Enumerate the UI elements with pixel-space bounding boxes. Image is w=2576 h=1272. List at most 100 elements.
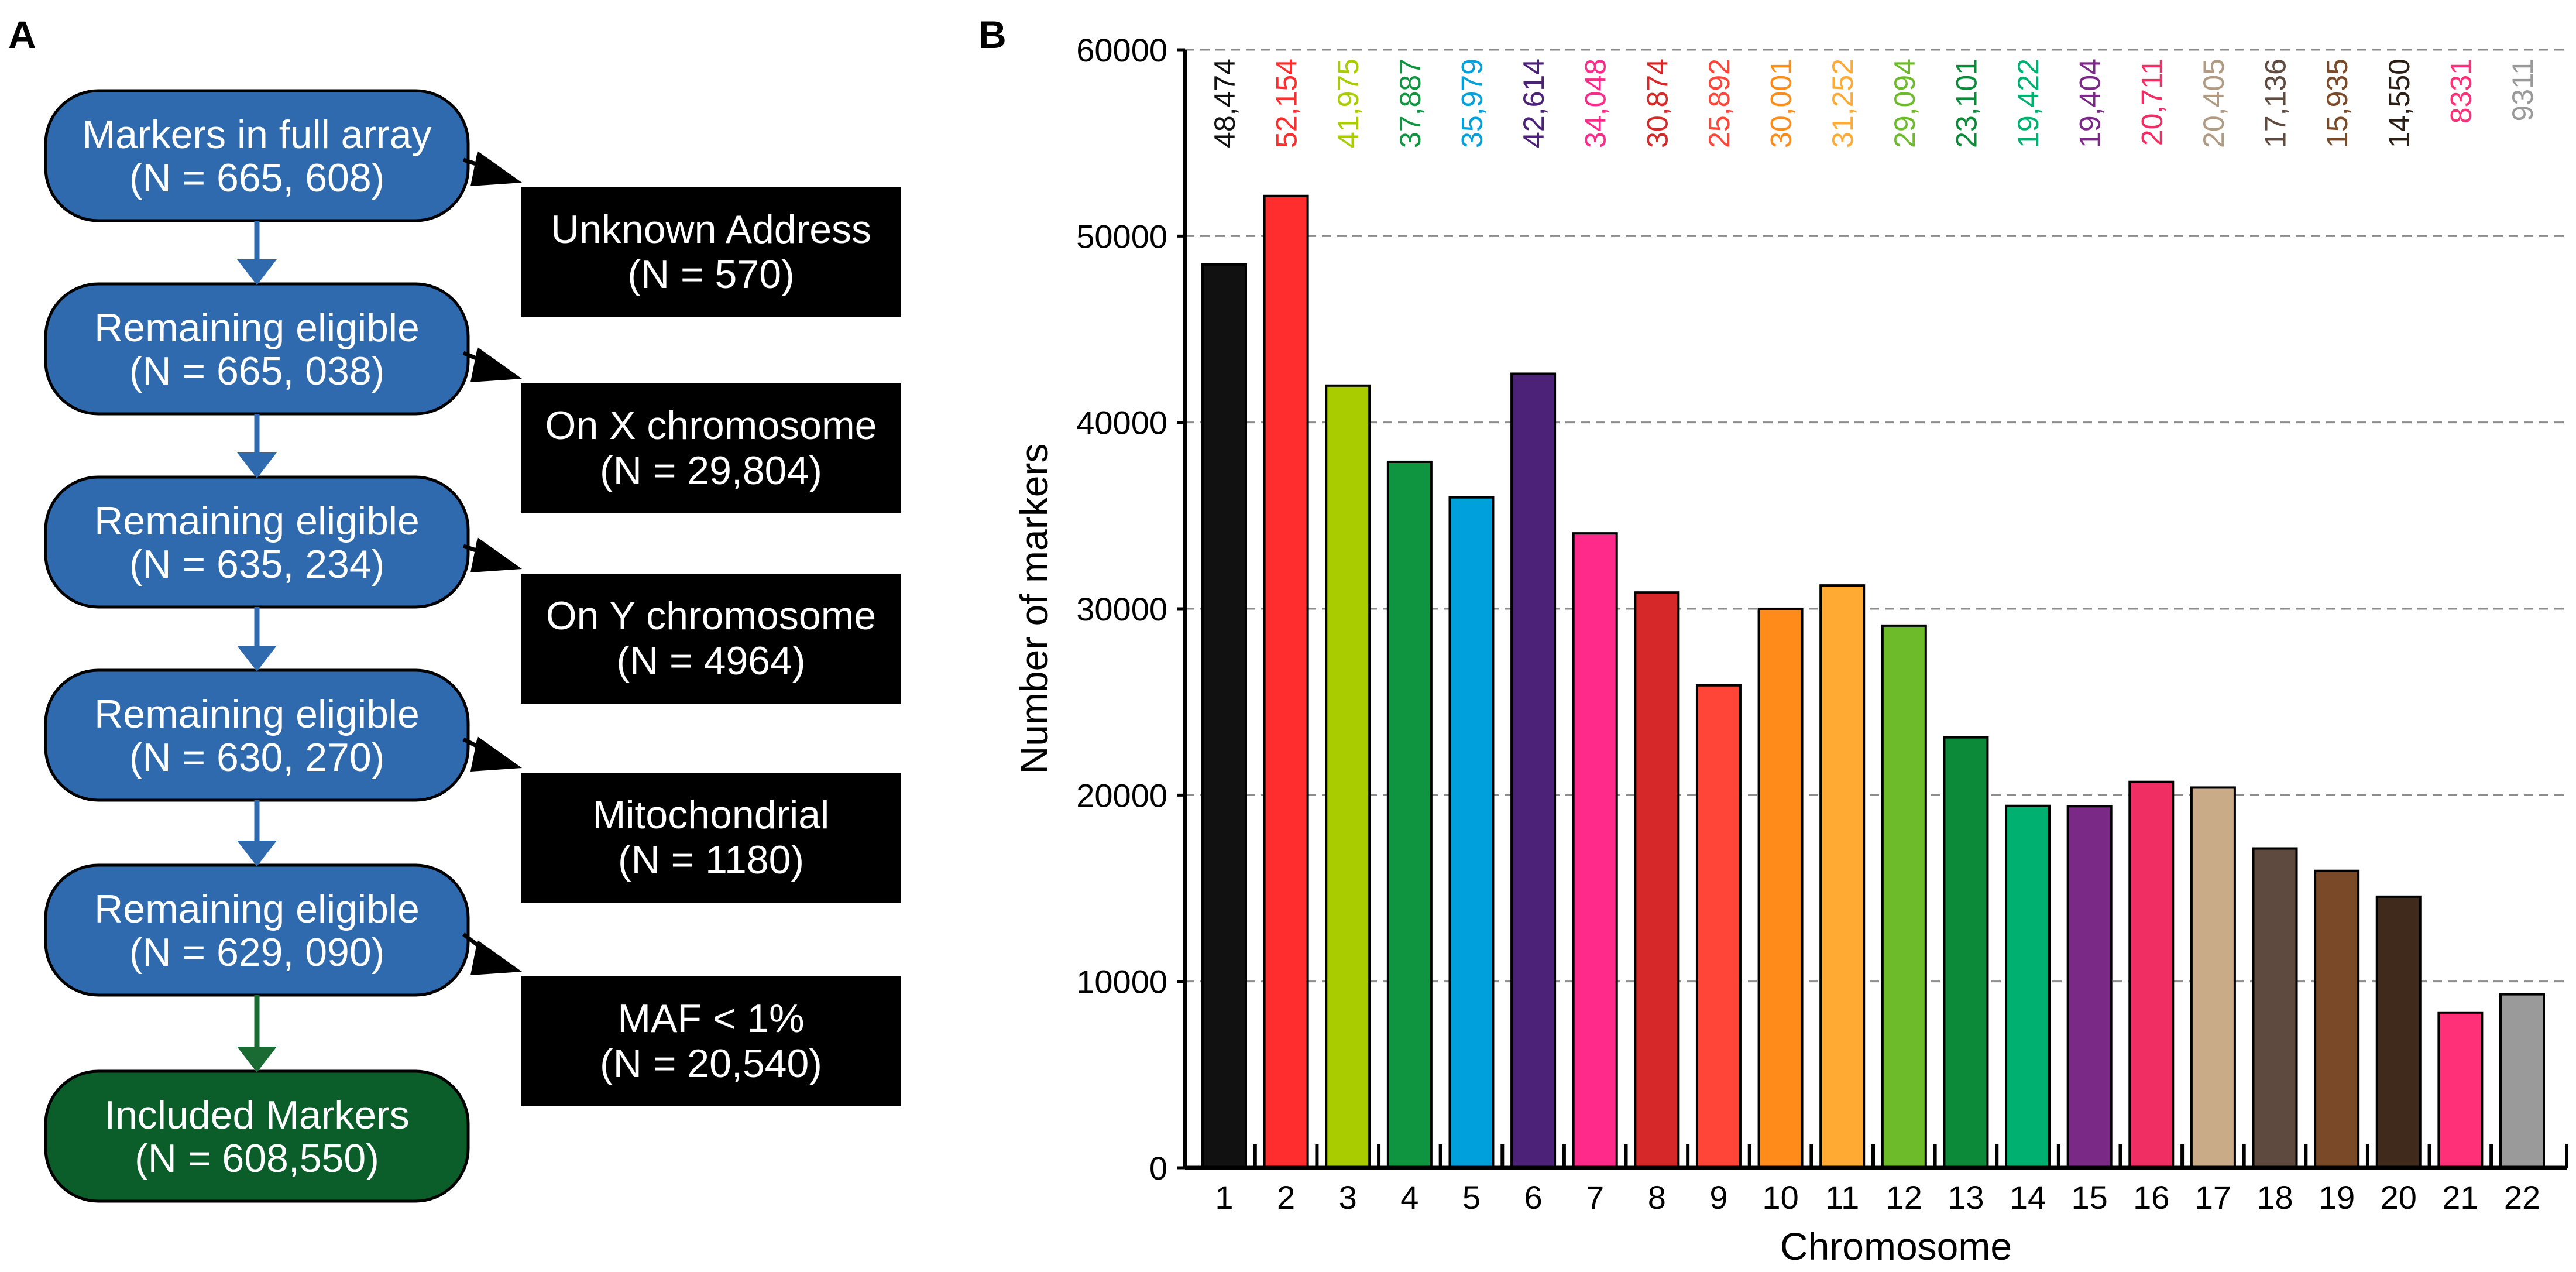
bar-chr-18 bbox=[2252, 847, 2298, 1169]
bar-chr-17 bbox=[2190, 786, 2236, 1169]
value-label: 20,711 bbox=[2135, 59, 2168, 146]
bar-chr-7 bbox=[1572, 532, 1618, 1169]
y-axis-ticks: 0 10000 20000 30000 40000 50000 60000 bbox=[1076, 32, 1185, 1187]
down-arrow-head bbox=[237, 1047, 277, 1072]
value-label: 30,001 bbox=[1765, 59, 1798, 148]
exclusion-count: (N = 570) bbox=[627, 252, 794, 297]
exclusion-title: On X chromosome bbox=[545, 403, 877, 448]
x-tick-label: 16 bbox=[2133, 1179, 2169, 1216]
bar-chr-20 bbox=[2375, 895, 2422, 1169]
value-label: 34,048 bbox=[1579, 59, 1612, 148]
x-tick-label: 12 bbox=[1886, 1179, 1922, 1216]
exclusion-title: On Y chromosome bbox=[546, 594, 876, 638]
bar-chr-11 bbox=[1819, 584, 1866, 1169]
bar-chr-19 bbox=[2314, 869, 2360, 1169]
value-label: 42,614 bbox=[1517, 59, 1550, 148]
x-tick-label: 2 bbox=[1277, 1179, 1295, 1216]
side-arrow-head bbox=[470, 151, 522, 186]
side-arrow-head bbox=[470, 347, 522, 382]
side-arrow-head bbox=[470, 736, 522, 772]
bar-chr-8 bbox=[1634, 591, 1680, 1169]
bar-chr-9 bbox=[1695, 684, 1742, 1169]
flow-step-title: Included Markers bbox=[104, 1093, 410, 1137]
x-axis-title: Chromosome bbox=[1780, 1225, 2012, 1268]
bar-chr-6 bbox=[1510, 372, 1557, 1169]
bar-chr-22 bbox=[2499, 993, 2545, 1170]
flow-step-title: Remaining eligible bbox=[94, 499, 420, 543]
flow-step-title: Remaining eligible bbox=[94, 692, 420, 736]
x-tick-label: 18 bbox=[2256, 1179, 2293, 1216]
x-tick-label: 11 bbox=[1825, 1179, 1859, 1216]
value-label: 31,252 bbox=[1826, 59, 1859, 148]
exclusion-title: MAF < 1% bbox=[617, 996, 804, 1041]
exclusion-box bbox=[521, 187, 901, 317]
down-arrow-head bbox=[237, 841, 277, 866]
y-axis-title: Number of markers bbox=[1012, 444, 1056, 774]
flow-step-title: Markers in full array bbox=[82, 112, 431, 157]
x-axis-ticks: 1 2 3 4 5 6 7 8 9 10 11 12 13 14 15 16 17 18 19 20 21 22 bbox=[1215, 1144, 2568, 1216]
value-label: 20,405 bbox=[2197, 59, 2230, 148]
bar-chr-13 bbox=[1943, 736, 1989, 1169]
y-tick-label: 0 bbox=[1149, 1150, 1167, 1187]
flow-step-count: (N = 630, 270) bbox=[129, 735, 385, 780]
y-tick-label: 50000 bbox=[1076, 218, 1167, 255]
x-tick-label: 10 bbox=[1762, 1179, 1798, 1216]
flow-step-count: (N = 608,550) bbox=[135, 1136, 379, 1181]
value-label: 29,094 bbox=[1888, 59, 1921, 148]
x-tick-label: 1 bbox=[1215, 1179, 1233, 1216]
bar-chr-3 bbox=[1325, 384, 1371, 1170]
side-arrow-head bbox=[470, 537, 522, 572]
y-tick-label: 40000 bbox=[1076, 404, 1167, 441]
bar-series bbox=[1201, 194, 2545, 1170]
value-label: 15,935 bbox=[2321, 59, 2354, 148]
x-tick-label: 19 bbox=[2319, 1179, 2355, 1216]
bar-chr-14 bbox=[2005, 804, 2051, 1170]
value-label: 23,101 bbox=[1950, 59, 1983, 148]
exclusion-title: Unknown Address bbox=[551, 207, 871, 252]
flowchart: Markers in full array(N = 665, 608) Remai… bbox=[44, 89, 901, 1203]
value-label: 14,550 bbox=[2383, 59, 2416, 148]
panel-label-a: A bbox=[8, 13, 36, 56]
flow-step-count: (N = 629, 090) bbox=[129, 930, 385, 975]
x-tick-label: 4 bbox=[1400, 1179, 1418, 1216]
value-label: 37,887 bbox=[1394, 59, 1427, 148]
x-tick-label: 17 bbox=[2195, 1179, 2231, 1216]
value-label: 19,422 bbox=[2012, 59, 2045, 148]
y-tick-label: 60000 bbox=[1076, 32, 1167, 68]
bar-chr-16 bbox=[2128, 780, 2175, 1169]
bar-chr-5 bbox=[1448, 496, 1495, 1170]
x-tick-label: 21 bbox=[2442, 1179, 2478, 1216]
side-arrow-head bbox=[470, 940, 522, 975]
x-tick-label: 14 bbox=[2010, 1179, 2046, 1216]
exclusion-count: (N = 20,540) bbox=[600, 1041, 822, 1086]
bar-chr-1 bbox=[1201, 263, 1247, 1169]
value-label: 30,874 bbox=[1641, 59, 1674, 148]
flow-step-count: (N = 665, 038) bbox=[129, 349, 385, 393]
bar-chr-15 bbox=[2066, 805, 2113, 1169]
x-tick-label: 6 bbox=[1524, 1179, 1543, 1216]
exclusion-count: (N = 29,804) bbox=[600, 448, 822, 493]
x-tick-label: 20 bbox=[2381, 1179, 2417, 1216]
value-label: 17,136 bbox=[2259, 59, 2292, 148]
y-tick-label: 10000 bbox=[1076, 964, 1167, 1000]
exclusion-box bbox=[521, 773, 901, 903]
exclusion-box bbox=[521, 574, 901, 704]
y-tick-label: 30000 bbox=[1076, 591, 1167, 628]
exclusion-box bbox=[521, 976, 901, 1106]
x-tick-label: 3 bbox=[1339, 1179, 1357, 1216]
bar-chr-2 bbox=[1263, 194, 1309, 1170]
panel-label-b: B bbox=[978, 13, 1007, 56]
exclusion-title: Mitochondrial bbox=[593, 793, 829, 837]
x-tick-label: 7 bbox=[1586, 1179, 1604, 1216]
value-label: 41,975 bbox=[1332, 59, 1365, 148]
bar-chr-21 bbox=[2437, 1011, 2484, 1169]
flow-step-title: Remaining eligible bbox=[94, 887, 420, 931]
down-arrow-head bbox=[237, 452, 277, 478]
down-arrow-head bbox=[237, 259, 277, 285]
exclusion-count: (N = 1180) bbox=[618, 838, 804, 882]
x-tick-label: 5 bbox=[1462, 1179, 1481, 1216]
value-label: 9311 bbox=[2506, 59, 2539, 122]
down-arrow-head bbox=[237, 646, 277, 671]
